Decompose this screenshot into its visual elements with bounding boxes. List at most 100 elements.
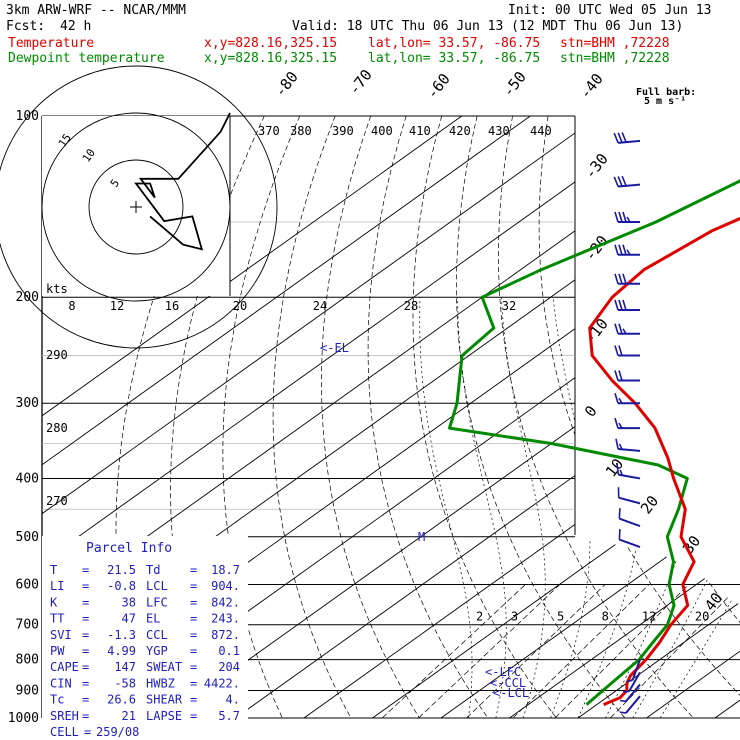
parcel-field-name: LCL	[146, 579, 168, 593]
mixing-ratio-label: 3	[511, 610, 518, 624]
hodograph-ring	[0, 65, 278, 349]
wind-barb	[614, 244, 640, 256]
wind-barb	[613, 175, 641, 188]
barb-flag	[618, 529, 621, 540]
parcel-field-value: 4422.	[204, 676, 240, 690]
dry-adiabat	[456, 116, 626, 719]
parcel-equals: =	[190, 595, 197, 609]
moist-adiabat	[577, 297, 643, 719]
parcel-field-value: 904.	[211, 579, 240, 593]
parcel-field-value: 147	[114, 660, 136, 674]
parcel-field-name: SWEAT	[146, 660, 182, 674]
wind-barb	[615, 438, 641, 452]
parcel-field-value: 26.6	[107, 693, 136, 707]
parcel-equals: =	[190, 644, 197, 658]
parcel-field-name: PW	[50, 644, 65, 658]
barb-shaft	[618, 496, 641, 505]
barb-scale-unit: 5 m s⁻¹	[644, 96, 686, 107]
parcel-equals: =	[190, 579, 197, 593]
wind-barb	[619, 695, 641, 714]
hodograph-speed-label: 32	[502, 299, 516, 313]
temperature-latlon: lat,lon= 33.57, -86.75	[368, 36, 541, 51]
barb-flag	[618, 443, 623, 450]
barb-flag	[626, 216, 631, 223]
parcel-field-value: 872.	[211, 628, 240, 642]
hodograph-speed-label: 16	[165, 299, 179, 313]
hodograph-ring-label: 10	[80, 146, 98, 164]
parcel-field-value: 243.	[211, 612, 240, 626]
forecast-label: Fcst:	[6, 19, 46, 34]
barb-flag	[622, 273, 627, 285]
pressure-label: 800	[16, 653, 39, 668]
parcel-field-name: CAPE	[50, 660, 79, 674]
pressure-label: 1000	[8, 711, 39, 726]
parcel-field-value: -58	[114, 676, 136, 690]
parcel-equals: =	[82, 579, 89, 593]
isotherm-line	[42, 116, 668, 564]
parcel-field-name: Td	[146, 563, 160, 577]
mixing-ratio-line	[381, 584, 526, 719]
barb-flag	[618, 422, 623, 429]
temperature-legend: Temperature	[8, 36, 95, 51]
barb-shaft	[625, 683, 641, 703]
temperature-line	[588, 216, 740, 706]
pressure-label: 300	[16, 396, 39, 411]
dewpoint-station: stn=BHM ,72228	[560, 51, 670, 66]
mixing-ratio-line	[418, 584, 561, 719]
barb-flag	[618, 397, 623, 404]
mixing-ratio-label: 2	[476, 610, 483, 624]
dry-adiabat	[538, 116, 740, 719]
barb-flag	[622, 244, 627, 255]
isotherm-line	[646, 650, 740, 719]
dry-adiabat	[498, 116, 694, 719]
parcel-equals: =	[82, 644, 89, 658]
hodograph-trace	[134, 112, 231, 251]
barb-flag	[614, 392, 619, 404]
wind-barb	[614, 323, 640, 335]
hodograph-speed-label: 12	[110, 299, 124, 313]
barb-shaft	[618, 517, 641, 528]
pressure-label: 200	[16, 290, 39, 305]
el-label: <-EL	[320, 341, 349, 355]
barb-flag	[614, 345, 619, 356]
hodograph-kts-label: kts	[46, 282, 68, 296]
parcel-info-title: Parcel Info	[86, 541, 172, 556]
pressure-label: 500	[16, 530, 39, 545]
isotherm-line	[235, 357, 740, 719]
wind-barb	[618, 508, 641, 528]
pressure-label: 100	[16, 109, 39, 124]
dewpoint-legend: Dewpoint temperature	[8, 51, 165, 66]
hodograph-speed-label: 28	[404, 299, 418, 313]
barb-flag	[614, 273, 619, 285]
pressure-label: 600	[16, 577, 39, 592]
isotherm-label: -70	[345, 66, 376, 98]
parcel-field-name: SREH	[50, 709, 79, 723]
parcel-field-value: 18.7	[211, 563, 240, 577]
barb-flag	[618, 244, 623, 255]
barb-flag	[619, 469, 624, 476]
parcel-field-value: 47	[122, 612, 136, 626]
isotherm-label: -60	[423, 70, 454, 102]
barb-flag	[618, 508, 621, 519]
parcel-field-value: -0.8	[107, 579, 136, 593]
mixing-ratio-label: 12	[642, 610, 656, 624]
barb-shaft	[628, 671, 641, 692]
wind-barb	[616, 464, 641, 480]
dewpoint-latlon: lat,lon= 33.57, -86.75	[368, 51, 541, 66]
barb-flag	[621, 132, 627, 143]
parcel-field-value: 21.5	[107, 563, 136, 577]
mixing-ratio-line	[512, 584, 650, 719]
hodograph-ring	[88, 159, 184, 255]
moist-adiabat	[550, 297, 591, 719]
pressure-label: 400	[16, 471, 39, 486]
parcel-cell-label: CELL	[50, 725, 79, 739]
isotherm-label: 0	[581, 402, 601, 420]
barb-flag	[614, 244, 619, 255]
barb-flag	[622, 299, 627, 311]
parcel-field-value: -1.3	[107, 628, 136, 642]
barb-flag	[615, 438, 619, 450]
parcel-field-name: SVI	[50, 628, 72, 642]
parcel-field-name: LAPSE	[146, 709, 182, 723]
parcel-field-name: TT	[50, 612, 64, 626]
dry-adiabat	[272, 116, 352, 719]
